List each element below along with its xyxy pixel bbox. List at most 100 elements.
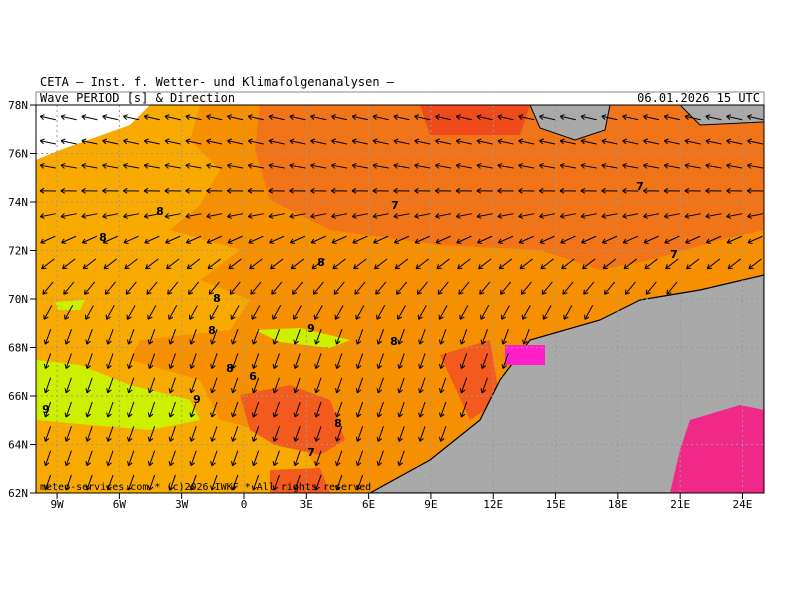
direction-arrow — [601, 162, 618, 169]
direction-arrow — [125, 281, 137, 295]
direction-arrow — [435, 235, 451, 244]
direction-arrow — [331, 213, 348, 219]
direction-arrow — [623, 258, 638, 270]
direction-arrow — [250, 281, 262, 295]
direction-arrow — [518, 187, 535, 194]
lat-label: 68N — [8, 342, 28, 355]
direction-arrow — [106, 426, 114, 442]
direction-arrow — [124, 258, 138, 270]
lat-label: 74N — [8, 196, 28, 209]
direction-arrow — [559, 187, 577, 194]
direction-arrow — [355, 426, 364, 442]
direction-arrow — [541, 281, 553, 295]
direction-arrow — [312, 281, 324, 295]
direction-arrow — [144, 235, 160, 244]
direction-arrow — [311, 258, 326, 270]
direction-arrow — [268, 213, 285, 219]
direction-arrow — [355, 450, 364, 467]
contour-label: 6 — [249, 370, 257, 383]
contour-label: 8 — [208, 324, 216, 337]
direction-arrow — [83, 281, 96, 295]
direction-arrow — [272, 377, 280, 394]
direction-arrow — [106, 474, 114, 491]
direction-arrow — [85, 329, 93, 345]
direction-arrow — [41, 258, 55, 270]
direction-arrow — [126, 329, 135, 345]
direction-arrow — [705, 162, 722, 169]
lat-label: 70N — [8, 293, 28, 306]
direction-arrow — [439, 353, 447, 369]
contour-label: 8 — [226, 362, 234, 375]
direction-arrow — [147, 353, 156, 369]
direction-arrow — [82, 258, 97, 270]
direction-arrow — [397, 450, 405, 467]
direction-arrow — [289, 213, 306, 219]
direction-arrow — [622, 162, 639, 169]
direction-arrow — [102, 235, 118, 244]
direction-arrow — [331, 138, 348, 145]
direction-arrow — [210, 426, 218, 442]
direction-arrow — [147, 377, 156, 394]
direction-arrow — [333, 281, 345, 295]
direction-arrow — [624, 281, 636, 295]
lon-label: 18E — [608, 498, 628, 511]
direction-arrow — [147, 305, 157, 320]
direction-arrow — [289, 235, 306, 244]
direction-arrow — [396, 305, 406, 320]
period-region — [505, 345, 545, 365]
direction-arrow — [251, 353, 260, 369]
direction-arrow — [372, 162, 389, 169]
direction-arrow — [251, 426, 260, 442]
direction-arrow — [457, 258, 471, 270]
direction-arrow — [231, 426, 239, 442]
direction-arrow — [102, 138, 119, 145]
direction-arrow — [355, 329, 364, 345]
direction-arrow — [397, 377, 405, 394]
direction-arrow — [143, 162, 160, 169]
direction-arrow — [210, 329, 218, 345]
direction-arrow — [540, 258, 554, 270]
direction-arrow — [168, 474, 176, 491]
direction-arrow — [206, 235, 222, 244]
direction-arrow — [123, 138, 140, 145]
direction-arrow — [394, 258, 409, 270]
direction-arrow — [622, 187, 639, 194]
direction-arrow — [477, 235, 493, 244]
direction-arrow — [230, 329, 239, 345]
direction-arrow — [418, 329, 426, 345]
direction-arrow — [43, 377, 52, 394]
direction-arrow — [355, 401, 364, 418]
direction-arrow — [414, 213, 431, 219]
direction-arrow — [314, 329, 322, 345]
direction-arrow — [60, 187, 77, 194]
direction-arrow — [644, 258, 658, 270]
direction-arrow — [497, 235, 514, 244]
direction-arrow — [231, 401, 239, 418]
direction-arrow — [663, 187, 681, 194]
direction-arrow — [64, 353, 72, 369]
direction-arrow — [376, 377, 384, 394]
direction-arrow — [455, 213, 472, 219]
direction-arrow — [123, 213, 140, 219]
direction-arrow — [185, 114, 202, 121]
direction-arrow — [314, 474, 322, 491]
institute: CETA – Inst. f. Wetter- und Klimafolgena… — [40, 75, 395, 89]
direction-arrow — [85, 377, 93, 394]
direction-arrow — [145, 258, 159, 270]
direction-arrow — [122, 162, 140, 169]
direction-arrow — [210, 353, 218, 369]
direction-arrow — [376, 353, 384, 369]
direction-arrow — [127, 401, 135, 418]
direction-arrow — [289, 162, 306, 169]
direction-arrow — [497, 138, 514, 145]
direction-arrow — [187, 281, 200, 295]
direction-arrow — [748, 258, 762, 270]
direction-arrow — [248, 235, 264, 244]
direction-arrow — [39, 213, 56, 219]
direction-arrow — [231, 377, 239, 394]
contour-label: 7 — [636, 180, 644, 193]
direction-arrow — [351, 138, 368, 145]
direction-arrow — [127, 353, 135, 369]
direction-arrow — [143, 213, 160, 219]
direction-arrow — [436, 258, 450, 270]
